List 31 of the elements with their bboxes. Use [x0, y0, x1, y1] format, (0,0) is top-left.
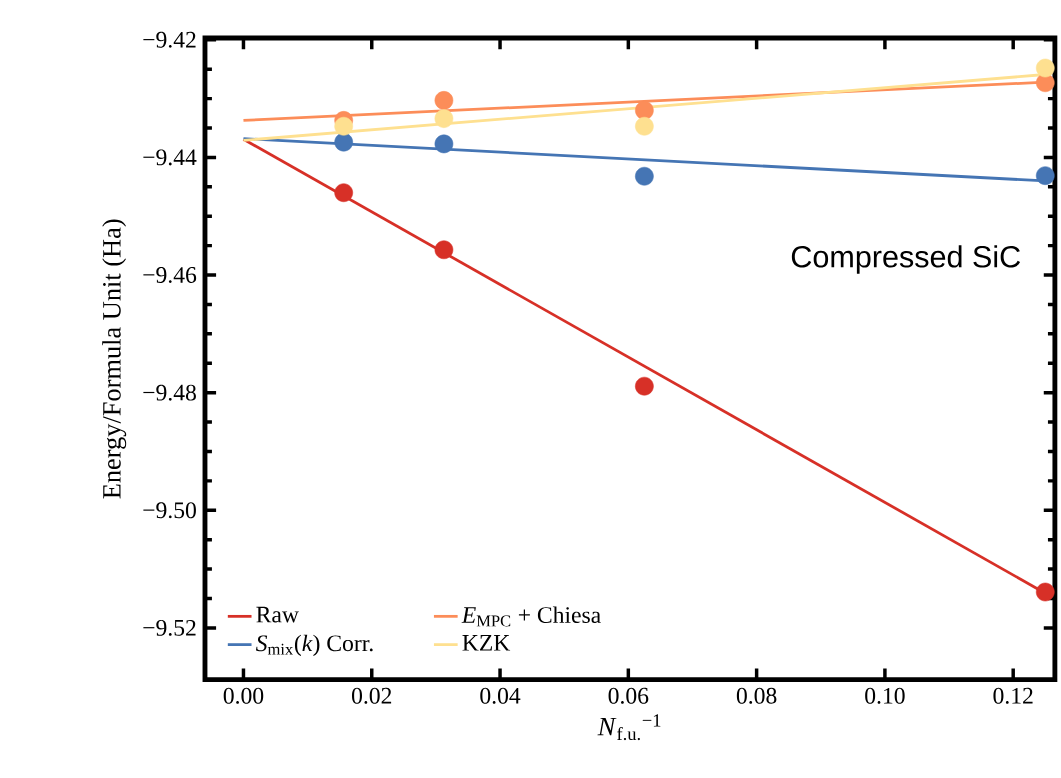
y-axis-title: Energy/Formula Unit (Ha) [102, 219, 127, 499]
x-tick-label: 0.02 [351, 687, 392, 704]
x-tick-label: 0.00 [223, 687, 264, 704]
point [434, 134, 454, 154]
point [434, 109, 454, 129]
y-tick-label: −9.46 [143, 267, 197, 284]
annotation: Compressed SiC [791, 245, 1021, 274]
legend-label: S$_{mix}$(k) Corr. [255, 634, 373, 657]
y-tick-label: −9.48 [143, 384, 196, 401]
x-tick-label: 0.10 [865, 687, 905, 704]
y-tick-label: −9.50 [143, 502, 196, 519]
point [434, 91, 454, 110]
point [635, 101, 654, 120]
point [334, 132, 353, 152]
legend-label: E$_{MPC}$ + Chiesa [461, 606, 601, 627]
point [635, 117, 654, 136]
point [635, 377, 654, 396]
point [434, 240, 454, 260]
point [635, 167, 654, 186]
x-axis-title: N$_{f.u.}$−1 [597, 714, 661, 741]
x-tick-label: 0.08 [736, 687, 777, 704]
y-tick-label: −9.44 [143, 149, 197, 166]
legend-label: Raw [256, 607, 299, 623]
y-tick-label: −9.52 [143, 620, 196, 637]
legend-label: KZK [462, 635, 511, 651]
x-tick-label: 0.12 [993, 687, 1033, 704]
x-tick-label: 0.06 [608, 687, 649, 704]
x-tick-label: 0.04 [480, 687, 521, 704]
y-tick-label: −9.42 [143, 31, 196, 48]
point [334, 117, 353, 136]
point [334, 183, 353, 203]
